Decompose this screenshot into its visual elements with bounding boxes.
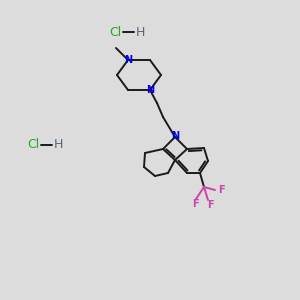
Text: H: H [53,139,63,152]
Text: Cl: Cl [109,26,121,38]
Text: Cl: Cl [27,139,39,152]
Text: H: H [135,26,145,38]
Text: N: N [124,55,132,65]
Text: F: F [192,199,198,209]
Text: F: F [207,200,213,210]
Text: F: F [218,185,224,195]
Text: N: N [171,131,179,141]
Text: N: N [146,85,154,95]
